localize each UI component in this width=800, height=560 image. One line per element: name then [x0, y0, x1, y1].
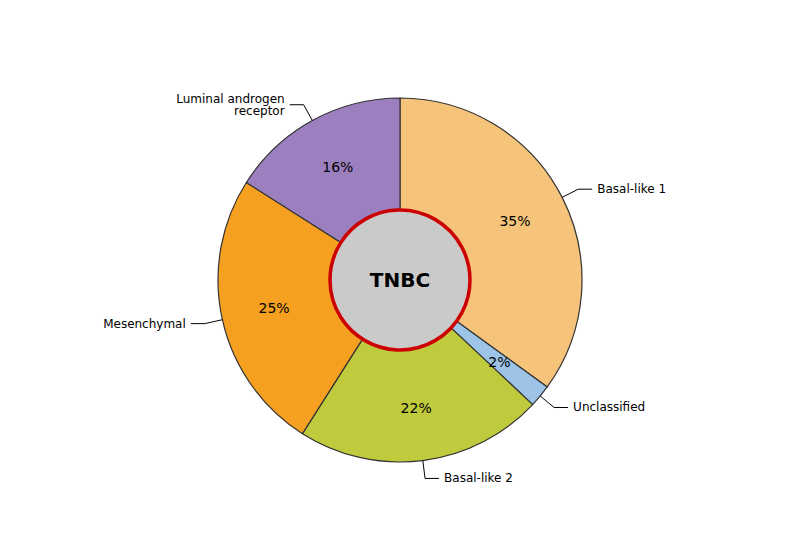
svg-text:Luminal androgen: Luminal androgen — [176, 91, 285, 106]
svg-text:receptor: receptor — [234, 104, 285, 118]
svg-text:2%: 2% — [488, 354, 510, 370]
svg-text:TNBC: TNBC — [370, 268, 430, 292]
svg-text:Mesenchymal: Mesenchymal — [103, 317, 186, 331]
svg-text:Unclassified: Unclassified — [573, 400, 645, 414]
svg-text:Basal-like 1: Basal-like 1 — [597, 182, 666, 196]
svg-text:22%: 22% — [401, 400, 432, 416]
svg-text:35%: 35% — [499, 213, 530, 229]
svg-text:16%: 16% — [322, 159, 353, 175]
svg-text:Basal-like 2: Basal-like 2 — [444, 471, 513, 485]
svg-text:25%: 25% — [259, 300, 290, 316]
